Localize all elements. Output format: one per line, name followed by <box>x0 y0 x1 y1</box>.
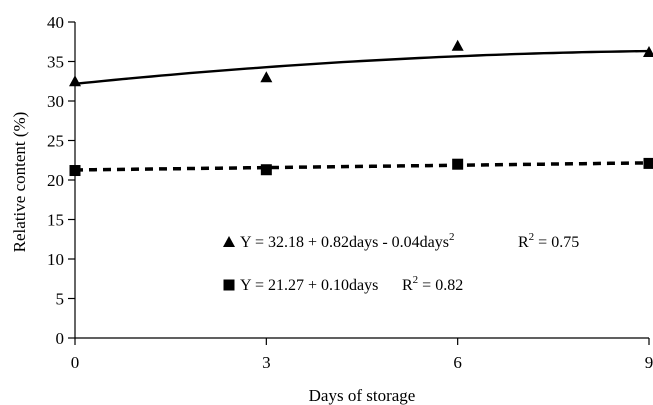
y-tick-label: 30 <box>47 92 64 111</box>
y-tick-label: 0 <box>56 329 65 348</box>
x-axis-label: Days of storage <box>309 386 416 405</box>
legend-triangle-icon <box>223 236 235 247</box>
x-tick-label: 0 <box>71 353 80 372</box>
legend-square-icon <box>223 279 235 291</box>
y-axis-label: Relative content (%) <box>10 112 29 253</box>
legend-r2-2: R2 = 0.82 <box>402 274 463 294</box>
y-tick-label: 40 <box>47 13 64 32</box>
square-marker <box>643 157 653 169</box>
fit-line-series-1 <box>74 49 650 85</box>
legend-equation-2: Y = 21.27 + 0.10days <box>240 277 378 294</box>
fit-line-series-2 <box>74 161 650 172</box>
x-tick-label: 9 <box>645 353 653 372</box>
square-marker <box>69 165 81 177</box>
y-tick-label: 25 <box>47 132 64 151</box>
y-tick-label: 20 <box>47 171 64 190</box>
legend-r2-1: R2 = 0.75 <box>518 231 579 251</box>
y-tick-label: 10 <box>47 250 64 269</box>
legend-equation-1: Y = 32.18 + 0.82days - 0.04days2 <box>240 231 455 251</box>
x-tick-label: 6 <box>453 353 462 372</box>
triangle-marker <box>69 75 81 87</box>
fit-lines <box>74 49 650 172</box>
y-tick-label: 5 <box>56 290 65 309</box>
triangle-marker <box>643 46 653 58</box>
triangle-marker <box>451 39 464 51</box>
square-marker <box>260 164 272 176</box>
axes: 0 5 10 15 20 25 30 35 40 0 3 6 9 <box>47 13 653 372</box>
square-marker <box>452 158 464 170</box>
y-tick-label: 15 <box>47 211 64 230</box>
triangle-marker <box>260 71 273 83</box>
y-tick-label: 35 <box>47 53 64 72</box>
x-tick-label: 3 <box>262 353 271 372</box>
data-markers <box>69 39 653 177</box>
legend: Y = 32.18 + 0.82days - 0.04days2 R2 = 0.7… <box>223 231 579 294</box>
